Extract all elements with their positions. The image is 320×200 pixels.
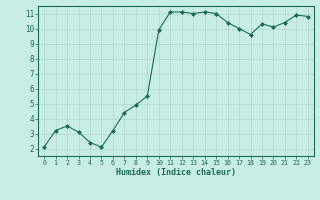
X-axis label: Humidex (Indice chaleur): Humidex (Indice chaleur) <box>116 168 236 177</box>
